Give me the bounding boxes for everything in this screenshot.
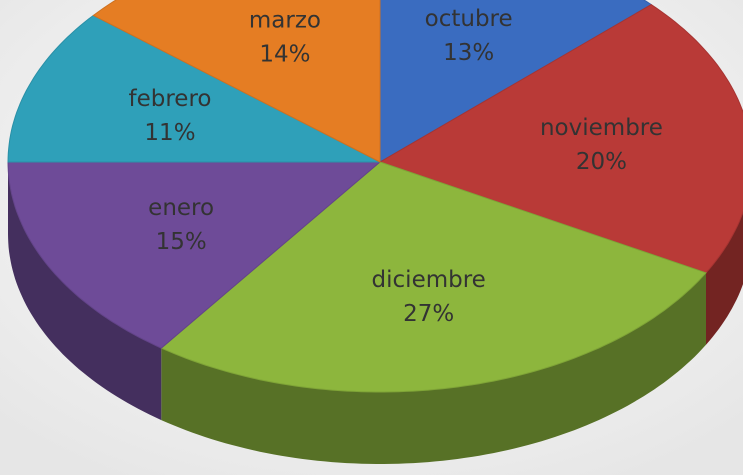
slice-value-label: 11%: [144, 120, 195, 146]
pie-sides: [8, 162, 743, 464]
pie-labels: octubre 13% noviembre 20% diciembre 27% enero 1…: [129, 6, 663, 327]
slice-label: diciembre: [372, 267, 486, 293]
slice: [378, 4, 743, 274]
slice: [160, 161, 707, 393]
slice: [92, 0, 381, 163]
slice-label: enero: [148, 195, 214, 221]
slice-value-label: 13%: [443, 40, 494, 66]
pie-tops: [7, 0, 743, 393]
slice: [379, 0, 653, 163]
slice-side: [8, 162, 162, 421]
slice-label: febrero: [129, 86, 212, 112]
slice-label: marzo: [249, 8, 321, 34]
slice-value-label: 27%: [403, 301, 454, 327]
slice-value-label: 20%: [576, 149, 627, 175]
slice-label: noviembre: [540, 115, 663, 141]
slice-label: octubre: [425, 6, 513, 32]
slice-side: [706, 212, 743, 345]
slice: [7, 161, 382, 349]
slice-side: [161, 272, 707, 464]
slice-value-label: 14%: [259, 42, 310, 68]
slice: [7, 14, 381, 163]
slice-value-label: 15%: [156, 229, 207, 255]
